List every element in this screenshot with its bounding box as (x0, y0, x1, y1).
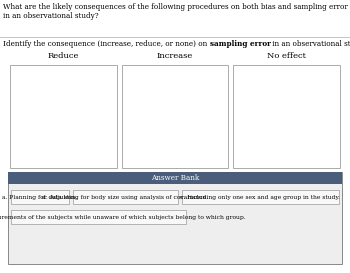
FancyBboxPatch shape (122, 65, 228, 168)
Text: Answer Bank: Answer Bank (151, 174, 199, 182)
Text: a. Planning for data loss.: a. Planning for data loss. (2, 194, 78, 200)
Text: What are the likely consequences of the following procedures on both bias and sa: What are the likely consequences of the … (3, 3, 348, 20)
FancyBboxPatch shape (233, 65, 340, 168)
FancyBboxPatch shape (182, 190, 339, 204)
FancyBboxPatch shape (8, 172, 342, 184)
FancyBboxPatch shape (73, 190, 178, 204)
Text: c. Including only one sex and age group in the study.: c. Including only one sex and age group … (181, 194, 341, 200)
FancyBboxPatch shape (8, 172, 342, 264)
Text: d. Adjusting for body size using analysis of covariance.: d. Adjusting for body size using analysi… (42, 194, 209, 200)
Text: b. Taking measurements of the subjects while unaware of which subjects belong to: b. Taking measurements of the subjects w… (0, 215, 245, 219)
Text: No effect: No effect (267, 52, 306, 60)
Text: sampling error: sampling error (210, 40, 271, 48)
Text: Reduce: Reduce (48, 52, 79, 60)
FancyBboxPatch shape (10, 65, 117, 168)
FancyBboxPatch shape (11, 210, 186, 224)
Text: Identify the consequence (increase, reduce, or none) on: Identify the consequence (increase, redu… (3, 40, 210, 48)
FancyBboxPatch shape (11, 190, 69, 204)
Text: in an observational study due to each procedure listed.: in an observational study due to each pr… (271, 40, 350, 48)
Text: Increase: Increase (157, 52, 193, 60)
